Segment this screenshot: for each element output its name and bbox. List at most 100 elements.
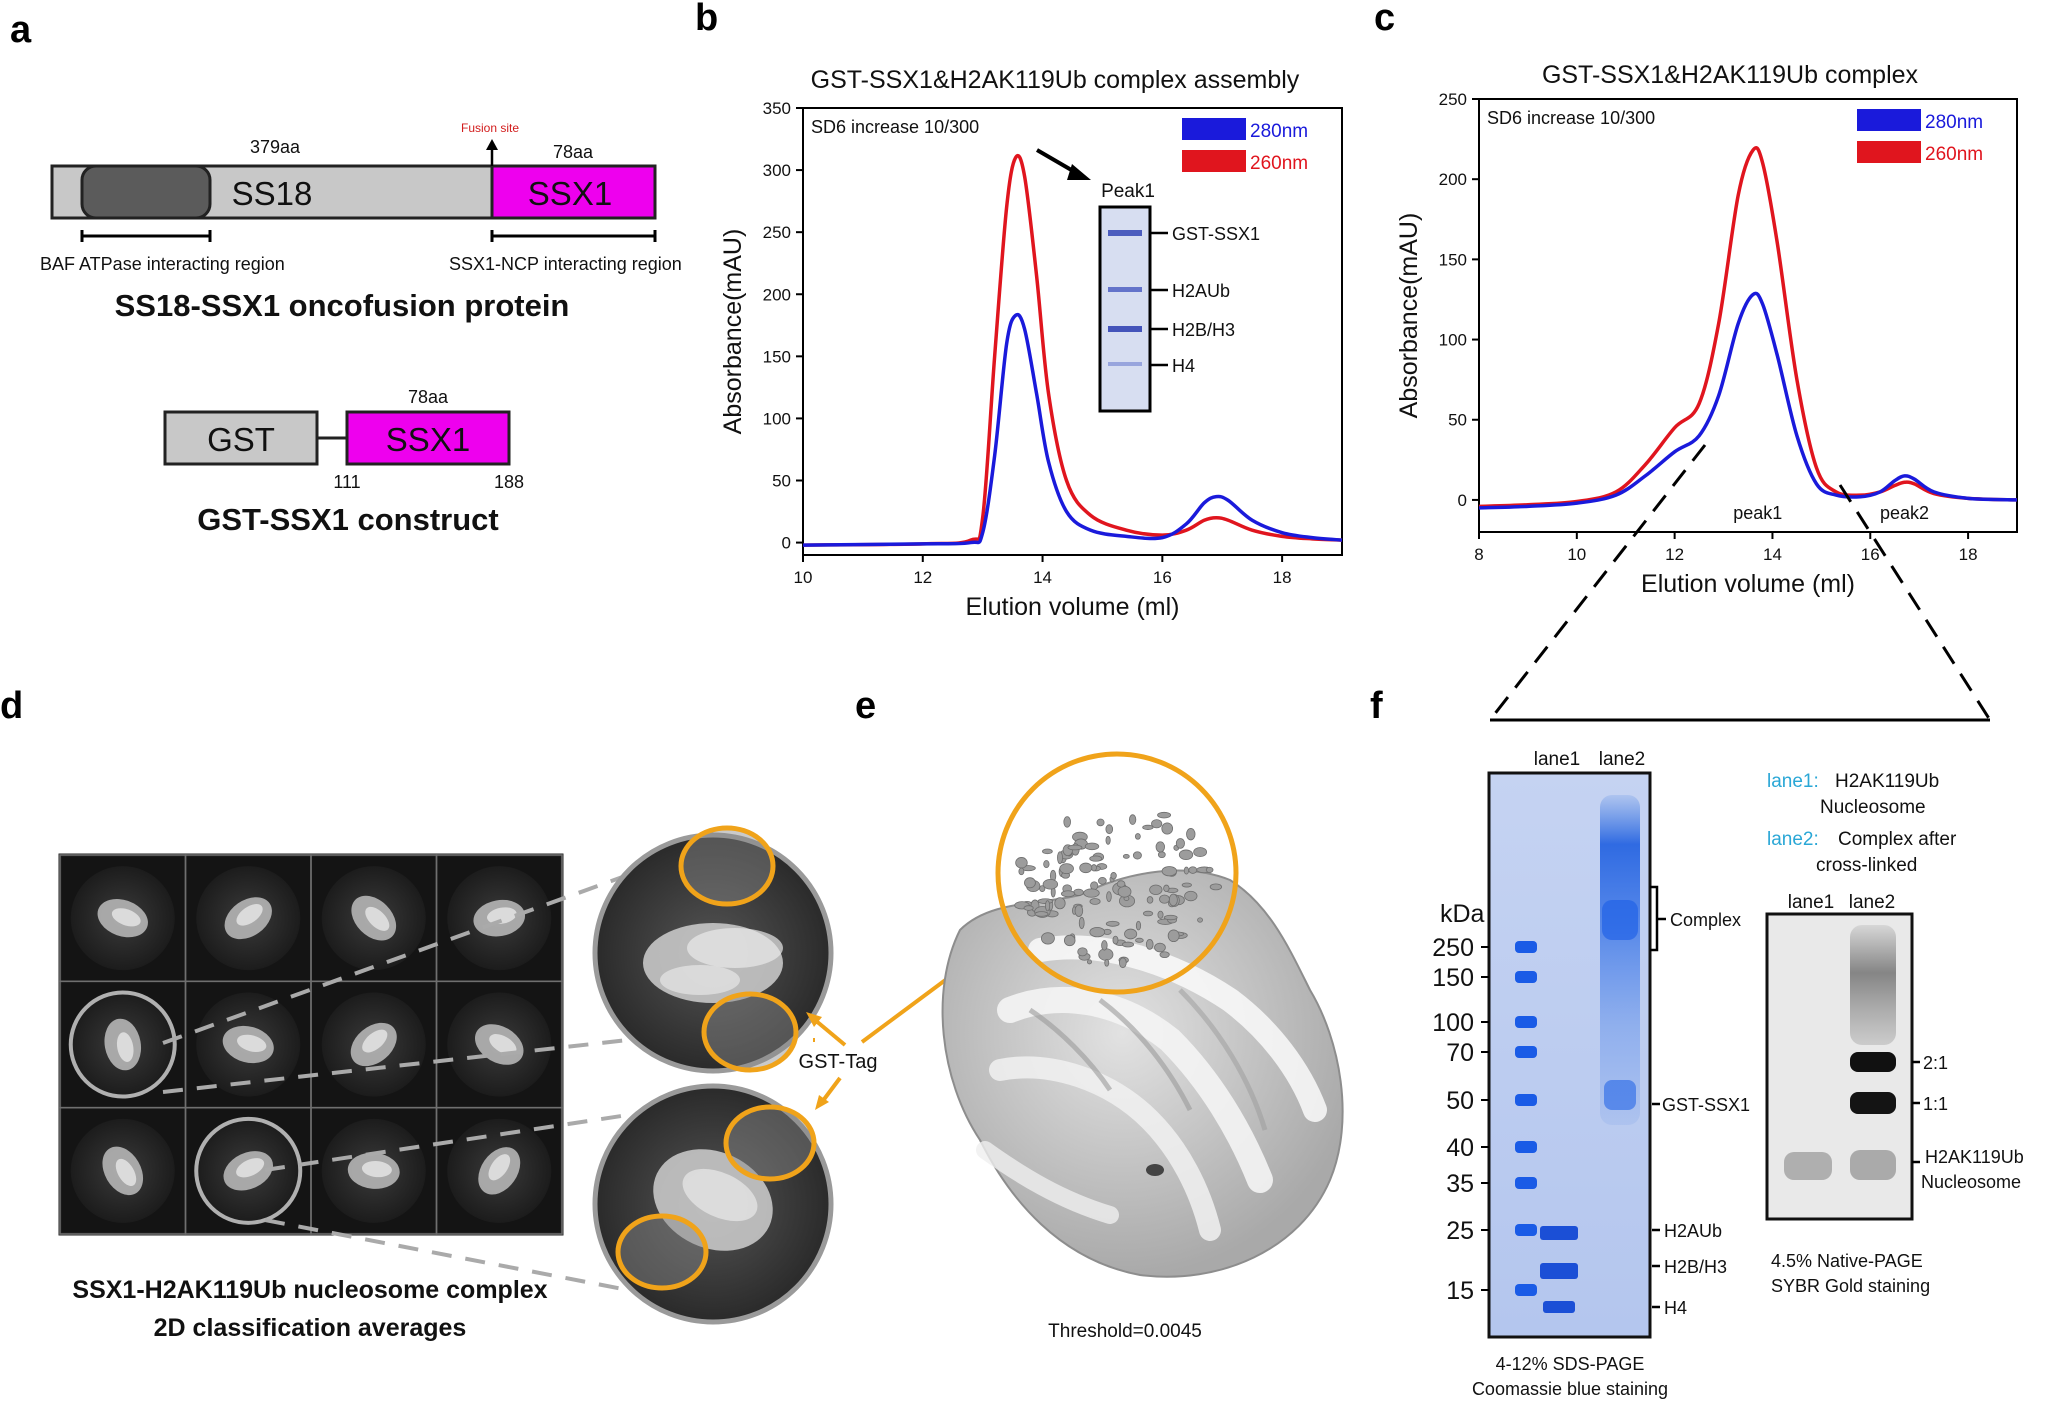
sds-caption-2: Coomassie blue staining: [1472, 1379, 1668, 1399]
gst-speckle: [1145, 938, 1154, 950]
gst-speckle: [1134, 833, 1141, 840]
gst-speckle: [1117, 885, 1132, 898]
baf-region-bracket: [80, 230, 212, 242]
chart-c-ytick-label: 100: [1439, 331, 1467, 350]
gst-speckle: [1142, 910, 1154, 917]
gst-speckle: [1116, 880, 1126, 888]
particle-grid: [59, 854, 563, 1235]
chart-c-legend-swatch-260nm: [1857, 141, 1921, 163]
chart-b-legend-swatch-260nm: [1182, 150, 1246, 172]
ladder-band: [1515, 1224, 1537, 1236]
complex-label: Complex: [1670, 910, 1741, 930]
native-2to1-label: 2:1: [1923, 1053, 1948, 1073]
gst-speckle: [1163, 884, 1170, 893]
gst-speckle: [1154, 942, 1166, 953]
ss18-length: 379aa: [250, 137, 301, 157]
connector-bottom-1: [264, 1113, 629, 1172]
legend-lane1-line2: Nucleosome: [1820, 797, 1926, 818]
marker-label-15: 15: [1446, 1277, 1474, 1305]
chart-c-xtick-label: 10: [1567, 545, 1586, 564]
sds-band-annotations: [1650, 885, 1666, 1309]
particle-highlight: [487, 907, 517, 924]
gst-speckle: [1079, 862, 1093, 874]
fusion-site-label: Fusion site: [461, 121, 519, 135]
ncp-region-bracket: [490, 230, 657, 242]
gst-speckle: [1135, 920, 1142, 931]
panel-b: b GST-SSX1&H2AK119Ub complex assembly 10…: [695, 0, 1343, 621]
zoom-circle-top: [592, 825, 834, 1074]
gst-speckle: [1146, 896, 1154, 904]
gst-speckle: [1040, 932, 1055, 945]
marker-label-250: 250: [1432, 934, 1474, 962]
band-h2b-h3: H2B/H3: [1172, 320, 1235, 340]
class-average-cell: [435, 1106, 563, 1235]
ssx1-label: SSX1: [528, 175, 612, 212]
gst-speckle: [1188, 866, 1198, 874]
chart-c-legend-label-280nm: 280nm: [1925, 112, 1983, 133]
chart-b-ytick-label: 350: [763, 99, 791, 118]
zoom-line-left: [1488, 444, 1707, 721]
chart-b-ytick-label: 200: [763, 285, 791, 304]
gst-speckle: [1161, 866, 1178, 877]
gst-speckle: [1057, 851, 1063, 865]
ncp-region-label: SSX1-NCP interacting region: [449, 254, 682, 274]
gst-speckle: [1157, 811, 1172, 819]
panel-d-caption-1: SSX1-H2AK119Ub nucleosome complex: [72, 1276, 547, 1304]
gst-speckle: [1077, 947, 1088, 957]
sds-lane1-label: lane1: [1534, 749, 1581, 770]
chart-b-xtick-label: 10: [794, 568, 813, 587]
gst-speckle: [1083, 888, 1100, 898]
peak1-label: Peak1: [1101, 181, 1155, 202]
chart-c-annotation: SD6 increase 10/300: [1487, 108, 1655, 128]
gst-density-circle: [995, 751, 1239, 995]
gst-speckle: [1060, 890, 1076, 898]
gst-speckle: [1086, 959, 1092, 965]
chart-b-xtick-label: 12: [913, 568, 932, 587]
gst-speckle: [1034, 911, 1049, 917]
chart-b-legend-label-260nm: 260nm: [1250, 153, 1308, 174]
native-1to1-label: 1:1: [1923, 1094, 1948, 1114]
particle-highlight: [236, 903, 263, 926]
gst-speckle: [1067, 844, 1083, 851]
ladder-band: [1515, 941, 1537, 953]
gst-speckle: [1159, 894, 1170, 904]
gst-speckle: [1118, 957, 1127, 969]
chart-c-legend-swatch-280nm: [1857, 109, 1921, 131]
panel-c: c GST-SSX1&H2AK119Ub complex 8 10 12 14 16 18…: [1374, 0, 2018, 722]
chart-c-peak-label-1: peak1: [1733, 503, 1782, 523]
chart-b-ytick-label: 0: [782, 534, 791, 553]
gst-speckle: [1074, 904, 1084, 917]
ladder-band: [1515, 1177, 1537, 1189]
ss18-label: SS18: [232, 175, 313, 212]
gst-speckle: [1018, 867, 1025, 876]
cryo-em-density-map: [941, 811, 1344, 1278]
construct-ssx1-box: [345, 410, 511, 466]
chart-c-xtick-label: 18: [1959, 545, 1978, 564]
native-caption-1: 4.5% Native-PAGE: [1771, 1251, 1923, 1271]
gst-speckle: [1197, 917, 1203, 923]
gst-speckle: [1183, 866, 1190, 875]
chart-b-ytick-label: 150: [763, 347, 791, 366]
sds-h2aub-label: H2AUb: [1664, 1221, 1722, 1241]
chart-c-ytick-label: 150: [1439, 250, 1467, 269]
chart-c: 8 10 12 14 16 18 0 50 100 150 200 250 Elution volume…: [1395, 90, 2018, 598]
ssx1-length: 78aa: [553, 142, 594, 162]
chart-c-xtick-label: 14: [1763, 545, 1782, 564]
gst-speckle: [1129, 814, 1137, 825]
gst-speckle: [1045, 900, 1051, 912]
chart-c-ytick-label: 200: [1439, 170, 1467, 189]
panel-e-letter: e: [855, 685, 876, 727]
chart-b-xtick-label: 16: [1153, 568, 1172, 587]
kda-label: kDa: [1440, 900, 1485, 928]
chart-b-ytick-label: 50: [772, 472, 791, 491]
gst-speckle: [1151, 819, 1163, 829]
ladder-band: [1515, 1016, 1537, 1028]
gst-speckle: [1089, 898, 1101, 905]
panel-f-letter: f: [1370, 685, 1383, 727]
chart-c-series-280nm: [1478, 291, 2018, 510]
zoom-line-right: [1838, 484, 1992, 721]
particle-highlight: [365, 906, 390, 931]
construct-length: 78aa: [408, 387, 449, 407]
lane1-histone-bands: [1540, 1226, 1578, 1313]
chart-c-xlabel: Elution volume (ml): [1641, 570, 1855, 598]
